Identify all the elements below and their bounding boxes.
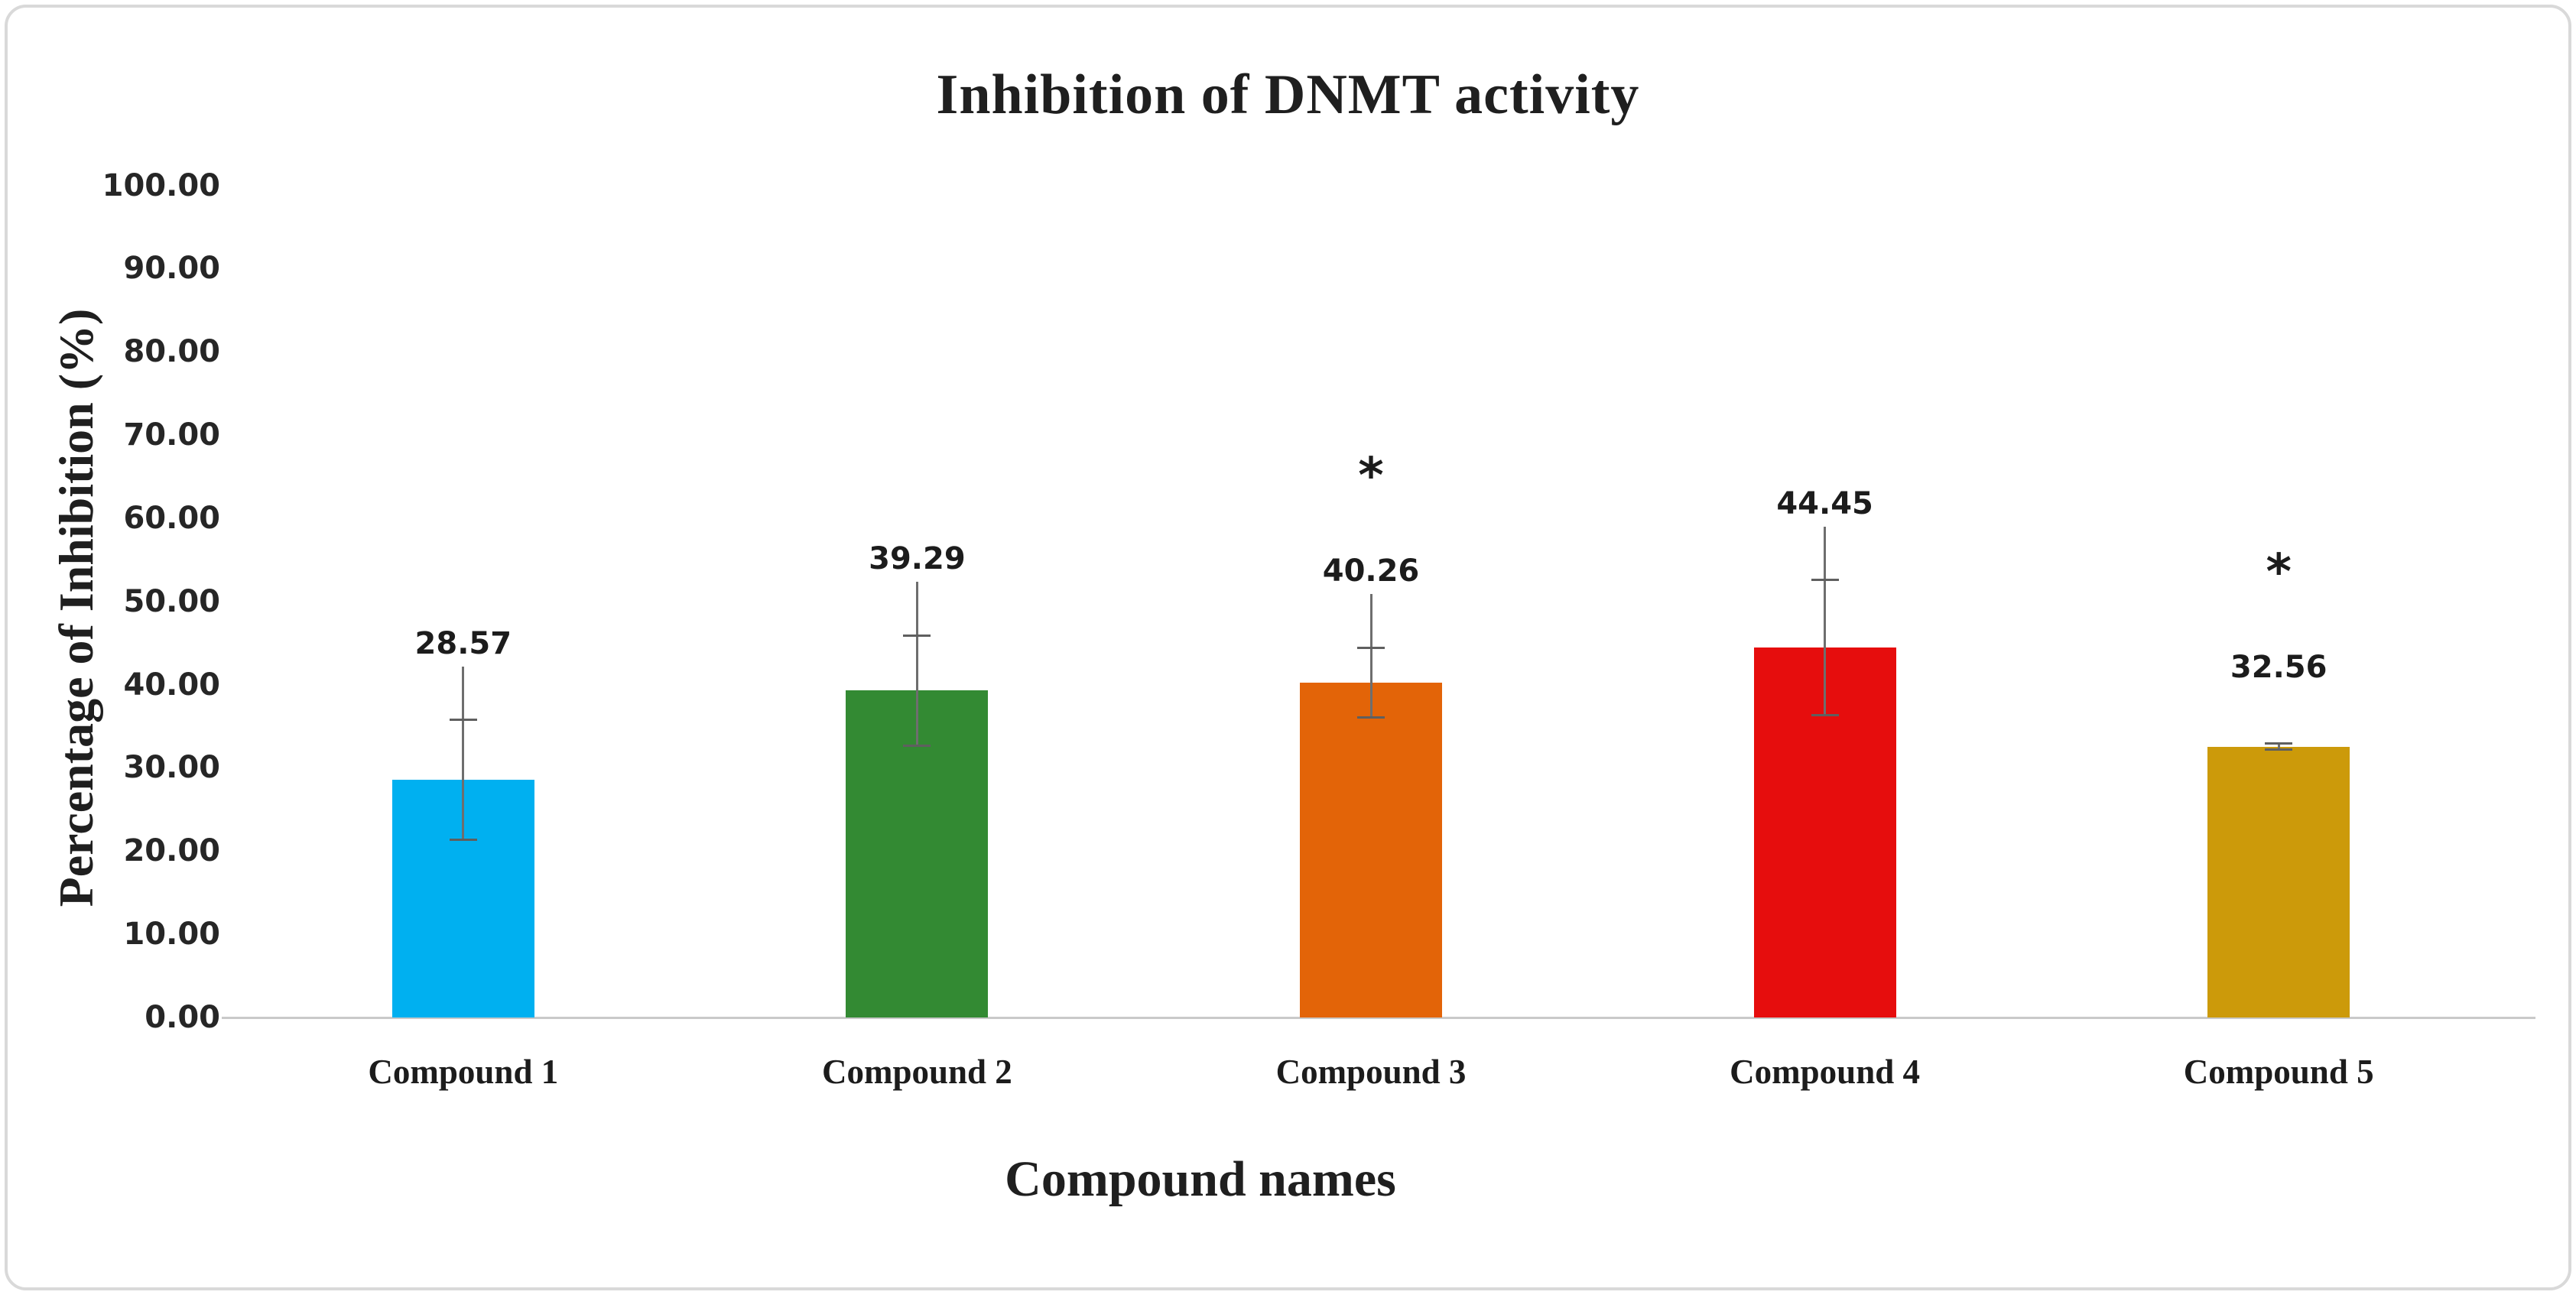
category-label-2: Compound 2: [821, 1053, 1012, 1091]
error-bar-bottom-cap-3: [1357, 716, 1385, 719]
error-bar-top-cap-2: [903, 634, 931, 637]
data-label-5: 32.56: [2230, 649, 2327, 685]
y-tick-label-70.00: 70.00: [123, 417, 220, 453]
y-tick-label-90.00: 90.00: [123, 251, 220, 287]
y-tick-label-40.00: 40.00: [123, 667, 220, 703]
y-tick-label-60.00: 60.00: [123, 500, 220, 536]
error-bar-top-cap-3: [1357, 646, 1385, 649]
data-label-2: 39.29: [869, 541, 966, 577]
y-tick-label-50.00: 50.00: [123, 583, 220, 619]
error-bar-line-2: [915, 582, 918, 746]
error-bar-top-cap-4: [1811, 579, 1839, 582]
y-tick-label-80.00: 80.00: [123, 334, 220, 370]
category-label-3: Compound 3: [1275, 1053, 1467, 1091]
data-label-4: 44.45: [1776, 485, 1873, 521]
error-bar-bottom-cap-4: [1811, 713, 1839, 716]
x-axis-title: Compound names: [1005, 1151, 1396, 1207]
category-label-1: Compound 1: [368, 1053, 559, 1091]
error-bar-line-4: [1824, 526, 1827, 716]
y-tick-label-0.00: 0.00: [145, 1000, 220, 1035]
significance-asterisk-3: *: [1358, 448, 1384, 505]
error-bar-bottom-cap-1: [449, 838, 477, 841]
error-bar-bottom-cap-2: [903, 744, 931, 747]
x-axis-line: [222, 1017, 2535, 1019]
data-label-3: 40.26: [1322, 553, 1420, 589]
y-tick-label-10.00: 10.00: [123, 917, 220, 953]
category-label-4: Compound 4: [1730, 1053, 1921, 1091]
chart-title: Inhibition of DNMT activity: [936, 63, 1640, 126]
error-bar-line-3: [1369, 594, 1372, 718]
significance-asterisk-5: *: [2266, 544, 2292, 601]
error-bar-top-cap-1: [449, 719, 477, 722]
bar-compound-5: [2207, 746, 2350, 1018]
y-tick-label-100.00: 100.00: [102, 167, 220, 203]
category-label-5: Compound 5: [2183, 1053, 2374, 1091]
error-bar-top-cap-5: [2265, 742, 2293, 745]
error-bar-line-1: [462, 666, 465, 840]
y-tick-label-30.00: 30.00: [123, 750, 220, 786]
data-label-1: 28.57: [414, 625, 512, 661]
error-bar-bottom-cap-5: [2265, 748, 2293, 751]
error-bar-line-5: [2277, 743, 2280, 750]
bar-compound-3: [1300, 682, 1442, 1018]
y-tick-label-20.00: 20.00: [123, 833, 220, 869]
